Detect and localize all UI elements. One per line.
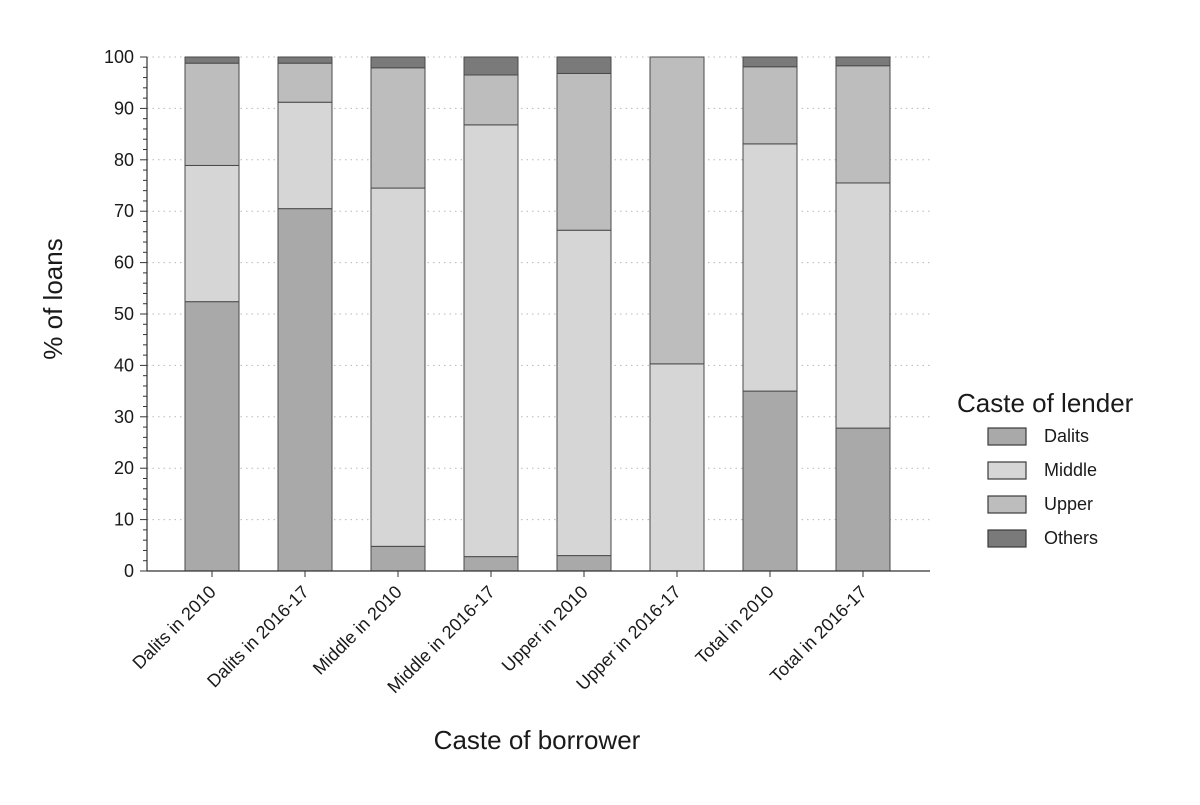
y-tick-label: 60 [114, 253, 134, 273]
bar-segment-others [277, 56, 333, 64]
bar-segment-middle [649, 363, 705, 572]
y-axis-title: % of loans [38, 238, 68, 359]
legend-swatch-upper [987, 495, 1027, 514]
x-tick-label: Middle in 2010 [309, 582, 406, 679]
legend-label-upper: Upper [1044, 494, 1093, 514]
bar-segment-others [370, 56, 426, 69]
y-tick-label: 0 [124, 561, 134, 581]
y-tick-label: 10 [114, 510, 134, 530]
legend: Caste of lender Dalits Middle Upper Others [957, 388, 1134, 548]
bar-segment-upper [184, 62, 240, 166]
y-tick-label: 70 [114, 201, 134, 221]
bar-segment-dalits [184, 301, 240, 572]
bar-segment-middle [556, 229, 612, 557]
bar-stack-upper-in-2010 [556, 56, 612, 572]
bar-segment-others [463, 56, 519, 76]
x-tick-label: Dalits in 2010 [129, 582, 220, 673]
bar-segment-middle [742, 143, 798, 392]
bar-stack-total-in-2010 [742, 56, 798, 572]
bar-segment-upper [370, 67, 426, 189]
bars [184, 56, 891, 572]
bar-segment-dalits [277, 208, 333, 572]
x-tick-label: Dalits in 2016-17 [203, 582, 313, 692]
bar-segment-others [742, 56, 798, 68]
bar-segment-upper [556, 72, 612, 231]
grid [147, 56, 930, 572]
legend-swatch-others [987, 529, 1027, 548]
y-tick-label: 80 [114, 150, 134, 170]
y-tick-label: 100 [104, 47, 134, 67]
y-tick-label: 90 [114, 98, 134, 118]
bar-segment-dalits [835, 427, 891, 572]
legend-label-dalits: Dalits [1044, 426, 1089, 446]
bar-segment-dalits [463, 556, 519, 572]
y-tick-label: 30 [114, 407, 134, 427]
legend-label-middle: Middle [1044, 460, 1097, 480]
bar-segment-dalits [370, 545, 426, 572]
bar-segment-middle [463, 124, 519, 558]
x-axis-title: Caste of borrower [434, 725, 641, 755]
bar-segment-upper [463, 74, 519, 126]
bar-stack-middle-in-2010 [370, 56, 426, 572]
bar-segment-dalits [742, 390, 798, 572]
y-ticks: 0 10 20 30 40 50 60 70 80 90 100 [104, 47, 147, 581]
bar-segment-others [835, 56, 891, 67]
bar-segment-middle [184, 164, 240, 303]
bar-segment-middle [277, 101, 333, 210]
bar-segment-others [184, 56, 240, 64]
y-tick-label: 40 [114, 355, 134, 375]
x-tick-label: Total in 2010 [692, 582, 778, 668]
x-tick-label: Total in 2016-17 [766, 582, 871, 687]
bar-stack-dalits-in-2010 [184, 56, 240, 572]
bar-stack-upper-in-2016-17 [649, 56, 705, 572]
bar-stack-dalits-in-2016-17 [277, 56, 333, 572]
bar-stack-total-in-2016-17 [835, 56, 891, 572]
bar-segment-upper [649, 56, 705, 365]
bar-segment-upper [835, 65, 891, 184]
legend-items: Dalits Middle Upper Others [987, 426, 1098, 548]
bar-segment-upper [277, 62, 333, 103]
x-tick-label: Upper in 2010 [498, 582, 592, 676]
bar-segment-middle [370, 187, 426, 547]
legend-title: Caste of lender [957, 388, 1134, 418]
bar-segment-others [556, 56, 612, 74]
bar-stack-middle-in-2016-17 [463, 56, 519, 572]
y-tick-label: 50 [114, 304, 134, 324]
x-tick-label: Upper in 2016-17 [572, 582, 685, 695]
bar-segment-middle [835, 182, 891, 429]
legend-label-others: Others [1044, 528, 1098, 548]
bar-segment-dalits [556, 555, 612, 572]
legend-swatch-dalits [987, 427, 1027, 446]
legend-swatch-middle [987, 461, 1027, 480]
y-tick-label: 20 [114, 458, 134, 478]
bar-segment-upper [742, 66, 798, 145]
